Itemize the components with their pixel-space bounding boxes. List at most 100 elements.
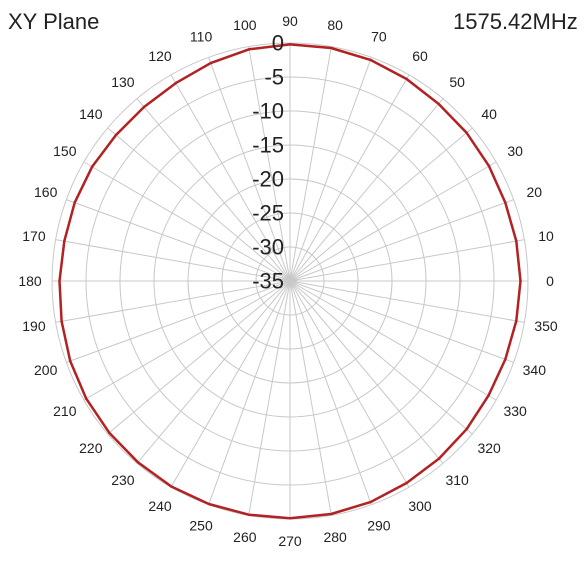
data-point bbox=[85, 397, 88, 400]
grid-spoke bbox=[107, 127, 291, 282]
data-point bbox=[504, 201, 507, 204]
angle-tick-label: 180 bbox=[18, 273, 42, 289]
angle-tick-label: 270 bbox=[278, 533, 302, 549]
radial-tick-label: -10 bbox=[252, 99, 284, 124]
frequency-label: 1575.42MHz bbox=[453, 9, 578, 34]
angle-tick-label: 250 bbox=[189, 517, 213, 533]
angle-tick-label: 150 bbox=[53, 143, 77, 159]
radial-tick-label: -5 bbox=[264, 65, 284, 90]
grid-spoke bbox=[289, 74, 410, 282]
data-point bbox=[60, 320, 63, 323]
data-point bbox=[487, 394, 490, 397]
angle-tick-label: 140 bbox=[79, 106, 103, 122]
angle-tick-label: 190 bbox=[22, 318, 46, 334]
grid-spoke bbox=[289, 280, 444, 464]
radial-tick-label: -35 bbox=[252, 269, 284, 294]
angle-tick-label: 30 bbox=[507, 143, 523, 159]
data-point bbox=[136, 461, 140, 464]
grid-spoke bbox=[66, 199, 291, 282]
grid-spoke bbox=[170, 280, 291, 488]
grid-spoke bbox=[136, 98, 291, 282]
data-point bbox=[174, 81, 177, 85]
data-point bbox=[369, 500, 372, 504]
data-point bbox=[288, 43, 292, 46]
radial-tick-label: -15 bbox=[252, 133, 284, 158]
angle-tick-label: 110 bbox=[190, 29, 213, 45]
grid-spoke bbox=[289, 161, 497, 282]
angle-tick-label: 170 bbox=[22, 228, 46, 244]
angle-tick-label: 20 bbox=[527, 184, 543, 200]
data-point bbox=[465, 131, 468, 135]
angle-tick-label: 70 bbox=[371, 29, 387, 45]
grid-spoke bbox=[248, 280, 291, 516]
data-point bbox=[247, 48, 251, 51]
data-point bbox=[247, 513, 250, 516]
angle-tick-label: 230 bbox=[111, 472, 135, 488]
grid-spoke bbox=[289, 239, 525, 282]
angle-tick-label: 80 bbox=[327, 17, 343, 33]
angle-tick-label: 220 bbox=[79, 440, 103, 456]
angle-tick-label: 210 bbox=[53, 403, 77, 419]
grid-spoke bbox=[83, 161, 291, 282]
data-point bbox=[329, 512, 333, 516]
angle-tick-label: 240 bbox=[148, 498, 172, 514]
angle-tick-label: 50 bbox=[449, 74, 465, 90]
data-point bbox=[58, 279, 61, 283]
angle-tick-label: 120 bbox=[148, 48, 172, 64]
angle-tick-label: 310 bbox=[445, 472, 469, 488]
angle-tick-label: 290 bbox=[367, 517, 391, 533]
data-point bbox=[63, 240, 66, 243]
angle-tick-label: 60 bbox=[412, 48, 428, 64]
angle-tick-label: 100 bbox=[233, 17, 257, 33]
data-point bbox=[90, 165, 94, 168]
data-point bbox=[405, 481, 408, 485]
grid-spoke bbox=[55, 280, 291, 323]
grid-spoke bbox=[248, 46, 291, 282]
angle-tick-label: 130 bbox=[111, 74, 135, 90]
grid-spoke bbox=[289, 280, 372, 505]
grid-spoke bbox=[170, 74, 291, 282]
angle-tick-label: 280 bbox=[323, 529, 347, 545]
data-point bbox=[437, 457, 441, 460]
data-point bbox=[114, 133, 118, 137]
angle-tick-label: 90 bbox=[282, 13, 298, 29]
data-point bbox=[73, 201, 76, 204]
data-point bbox=[207, 502, 211, 506]
data-point bbox=[487, 164, 491, 168]
data-point bbox=[437, 102, 440, 106]
grid-spoke bbox=[289, 127, 473, 282]
grid-spoke bbox=[208, 280, 291, 505]
angle-tick-label: 350 bbox=[534, 318, 558, 334]
grid-spoke bbox=[289, 46, 332, 282]
angle-tick-label: 320 bbox=[477, 440, 501, 456]
data-point bbox=[515, 319, 518, 323]
grid-spoke bbox=[107, 280, 291, 435]
angle-tick-label: 160 bbox=[34, 184, 58, 200]
data-point bbox=[68, 359, 72, 363]
grid-spoke bbox=[66, 280, 291, 363]
grid-spoke bbox=[289, 57, 372, 282]
data-point bbox=[108, 431, 111, 434]
angle-tick-label: 260 bbox=[233, 529, 257, 545]
angle-tick-label: 40 bbox=[481, 106, 497, 122]
data-point bbox=[170, 485, 173, 488]
grid-spoke bbox=[289, 280, 514, 363]
grid-spoke bbox=[289, 280, 410, 488]
data-point bbox=[504, 358, 507, 361]
plane-label: XY Plane bbox=[8, 9, 100, 34]
data-point bbox=[288, 517, 292, 520]
grid-spoke bbox=[136, 280, 291, 464]
radial-tick-label: -20 bbox=[252, 167, 284, 192]
grid-spoke bbox=[289, 98, 444, 282]
data-point bbox=[515, 239, 518, 243]
radial-tick-label: 0 bbox=[272, 31, 284, 56]
radial-tick-label: -30 bbox=[252, 235, 284, 260]
angle-tick-label: 0 bbox=[546, 273, 554, 289]
data-point bbox=[209, 61, 212, 65]
grid-spoke bbox=[208, 57, 291, 282]
grid-spoke bbox=[83, 280, 291, 401]
angle-tick-label: 200 bbox=[34, 362, 58, 378]
data-point bbox=[142, 105, 146, 109]
data-point bbox=[329, 46, 333, 50]
